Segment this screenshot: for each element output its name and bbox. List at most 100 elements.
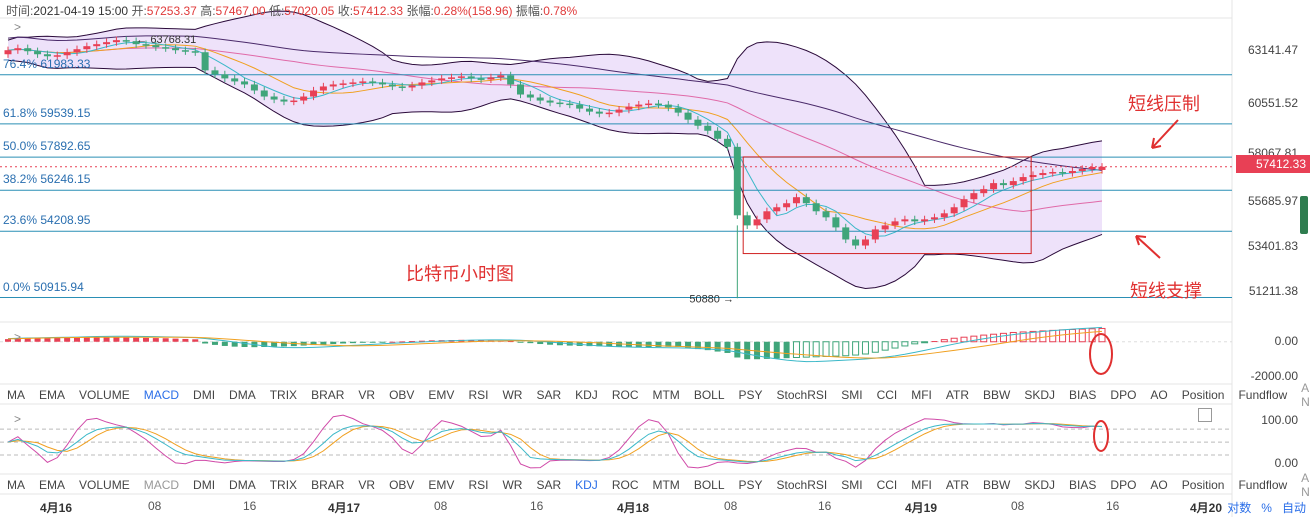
low-value: 57020.05	[284, 4, 335, 18]
tab-boll[interactable]: BOLL	[693, 388, 725, 402]
tab-volume[interactable]: VOLUME	[79, 478, 130, 492]
tab-bias[interactable]: BIAS	[1069, 388, 1097, 402]
tab-brar[interactable]: BRAR	[311, 388, 345, 402]
tab-smi[interactable]: SMI	[841, 478, 863, 492]
tab-position[interactable]: Position	[1181, 388, 1225, 402]
macd-bar	[606, 341, 613, 347]
tab-ai-netvol[interactable]: AI-NetVOL	[1301, 471, 1310, 499]
tab-bbw[interactable]: BBW	[983, 388, 1011, 402]
tab-roc[interactable]: ROC	[611, 388, 639, 402]
macd-bar	[911, 341, 919, 345]
price-scale-handle[interactable]	[1300, 196, 1308, 234]
candle-body	[241, 81, 249, 85]
macd-bar	[152, 338, 159, 342]
tab-cci[interactable]: CCI	[876, 388, 898, 402]
tab-volume[interactable]: VOLUME	[79, 388, 130, 402]
tab-fundflow[interactable]: Fundflow	[1238, 388, 1288, 402]
macd-bar	[359, 341, 366, 343]
tab-ao[interactable]: AO	[1150, 388, 1168, 402]
chevron-right-icon[interactable]: >	[14, 20, 22, 34]
tab-skdj[interactable]: SKDJ	[1024, 478, 1056, 492]
tab-cci[interactable]: CCI	[876, 478, 898, 492]
tab-rsi[interactable]: RSI	[468, 388, 489, 402]
tab-ema[interactable]: EMA	[39, 388, 66, 402]
tab-obv[interactable]: OBV	[389, 388, 415, 402]
tab-stochrsi[interactable]: StochRSI	[776, 478, 828, 492]
macd-bar	[123, 337, 130, 342]
tab-trix[interactable]: TRIX	[269, 478, 298, 492]
tab-mtm[interactable]: MTM	[652, 478, 680, 492]
ma10-line	[7, 44, 1103, 230]
tab-psy[interactable]: PSY	[738, 388, 763, 402]
tab-mfi[interactable]: MFI	[911, 388, 932, 402]
candle-body	[152, 45, 160, 48]
y-tick-label: 63141.47	[1247, 43, 1298, 58]
tab-mtm[interactable]: MTM	[652, 388, 680, 402]
tab-ema[interactable]: EMA	[39, 478, 66, 492]
macd-bar	[665, 341, 672, 347]
tab-trix[interactable]: TRIX	[269, 388, 298, 402]
tab-kdj[interactable]: KDJ	[575, 388, 598, 402]
chevron-right-icon[interactable]: >	[14, 412, 22, 426]
tab-dpo[interactable]: DPO	[1110, 388, 1137, 402]
candle-body	[861, 239, 869, 246]
candle-body	[477, 78, 485, 80]
auto-scale-button[interactable]: 自动	[1281, 501, 1306, 515]
tab-vr[interactable]: VR	[358, 388, 376, 402]
tab-macd[interactable]: MACD	[143, 388, 180, 402]
tab-stochrsi[interactable]: StochRSI	[776, 388, 828, 402]
candle-body	[930, 217, 938, 220]
macd-bar	[389, 341, 396, 343]
tab-macd[interactable]: MACD	[143, 478, 180, 492]
percent-scale-button[interactable]: %	[1261, 501, 1272, 515]
tab-dma[interactable]: DMA	[229, 478, 256, 492]
tab-roc[interactable]: ROC	[611, 478, 639, 492]
macd-bar	[1059, 329, 1067, 343]
tab-sar[interactable]: SAR	[536, 388, 562, 402]
tab-smi[interactable]: SMI	[841, 388, 863, 402]
tab-fundflow[interactable]: Fundflow	[1238, 478, 1288, 492]
tab-dma[interactable]: DMA	[229, 388, 256, 402]
tab-dmi[interactable]: DMI	[193, 478, 216, 492]
tab-psy[interactable]: PSY	[738, 478, 763, 492]
tab-sar[interactable]: SAR	[536, 478, 562, 492]
tab-ai-netvol[interactable]: AI-NetVOL	[1301, 381, 1310, 409]
candle-body	[349, 82, 357, 84]
kdj-tick-label: 100.00	[1261, 412, 1298, 427]
tab-skdj[interactable]: SKDJ	[1024, 388, 1056, 402]
tab-wr[interactable]: WR	[502, 478, 523, 492]
tab-dmi[interactable]: DMI	[193, 388, 216, 402]
chevron-right-icon[interactable]: >	[14, 330, 22, 344]
tab-emv[interactable]: EMV	[428, 388, 455, 402]
tab-ao[interactable]: AO	[1150, 478, 1168, 492]
tab-brar[interactable]: BRAR	[311, 478, 345, 492]
candle-body	[388, 84, 396, 87]
macd-bar	[261, 341, 268, 347]
fullscreen-icon[interactable]	[1198, 408, 1212, 422]
tab-wr[interactable]: WR	[502, 388, 523, 402]
tab-ma[interactable]: MA	[7, 388, 25, 402]
macd-bar	[418, 340, 425, 342]
tab-boll[interactable]: BOLL	[693, 478, 725, 492]
macd-bar	[330, 341, 337, 345]
tab-ma[interactable]: MA	[7, 478, 25, 492]
tab-vr[interactable]: VR	[358, 478, 376, 492]
tab-atr[interactable]: ATR	[945, 478, 970, 492]
tab-obv[interactable]: OBV	[389, 478, 415, 492]
candle-body	[556, 102, 564, 105]
tab-bbw[interactable]: BBW	[983, 478, 1011, 492]
y-tick-label: 55685.97	[1247, 193, 1298, 208]
tab-rsi[interactable]: RSI	[468, 478, 489, 492]
tab-mfi[interactable]: MFI	[911, 478, 932, 492]
time-label: 时间:	[6, 4, 34, 18]
macd-bar	[280, 341, 287, 347]
tab-emv[interactable]: EMV	[428, 478, 455, 492]
tab-position[interactable]: Position	[1181, 478, 1225, 492]
tab-atr[interactable]: ATR	[945, 388, 970, 402]
macd-bar	[103, 337, 110, 342]
tab-kdj[interactable]: KDJ	[575, 478, 598, 492]
log-scale-button[interactable]: 对数	[1227, 501, 1252, 515]
tab-dpo[interactable]: DPO	[1110, 478, 1137, 492]
tab-bias[interactable]: BIAS	[1069, 478, 1097, 492]
